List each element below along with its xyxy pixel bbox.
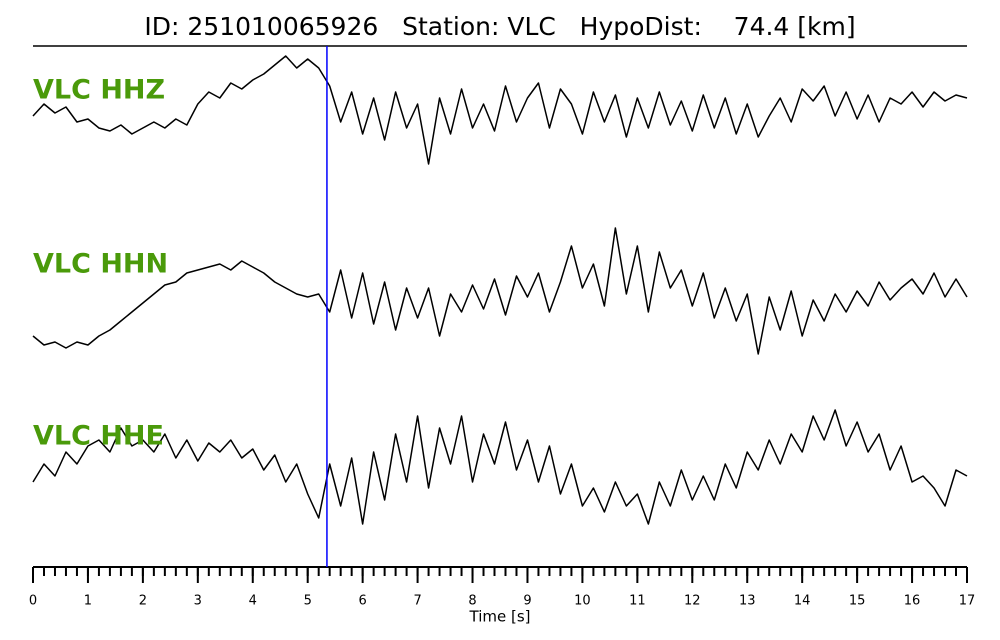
x-tick-label: 3 — [194, 594, 202, 609]
x-tick-label: 1 — [84, 594, 92, 609]
x-tick-label: 7 — [413, 594, 421, 609]
x-tick-label: 12 — [684, 594, 701, 609]
x-tick-label: 10 — [574, 594, 591, 609]
x-tick-label: 4 — [249, 594, 257, 609]
x-tick-label: 2 — [139, 594, 147, 609]
x-tick-label: 5 — [304, 594, 312, 609]
x-tick-label: 14 — [794, 594, 811, 609]
x-tick-label: 16 — [904, 594, 921, 609]
x-tick-label: 11 — [629, 594, 646, 609]
trace-label: VLC HHE — [33, 421, 164, 452]
x-tick-label: 0 — [29, 594, 37, 609]
x-tick-label: 6 — [359, 594, 367, 609]
x-tick-label: 9 — [523, 594, 531, 609]
waveform-trace — [32, 55, 968, 165]
chart-title: ID: 251010065926 Station: VLC HypoDist: … — [144, 12, 855, 41]
x-tick-label: 17 — [959, 594, 976, 609]
x-axis-label: Time [s] — [469, 608, 531, 626]
x-tick-label: 15 — [849, 594, 866, 609]
x-tick-label: 8 — [468, 594, 476, 609]
waveform-trace — [32, 409, 968, 525]
trace-label: VLC HHN — [33, 249, 168, 280]
waveform-trace — [32, 227, 968, 355]
trace-label: VLC HHZ — [33, 75, 165, 106]
x-tick-label: 13 — [739, 594, 756, 609]
